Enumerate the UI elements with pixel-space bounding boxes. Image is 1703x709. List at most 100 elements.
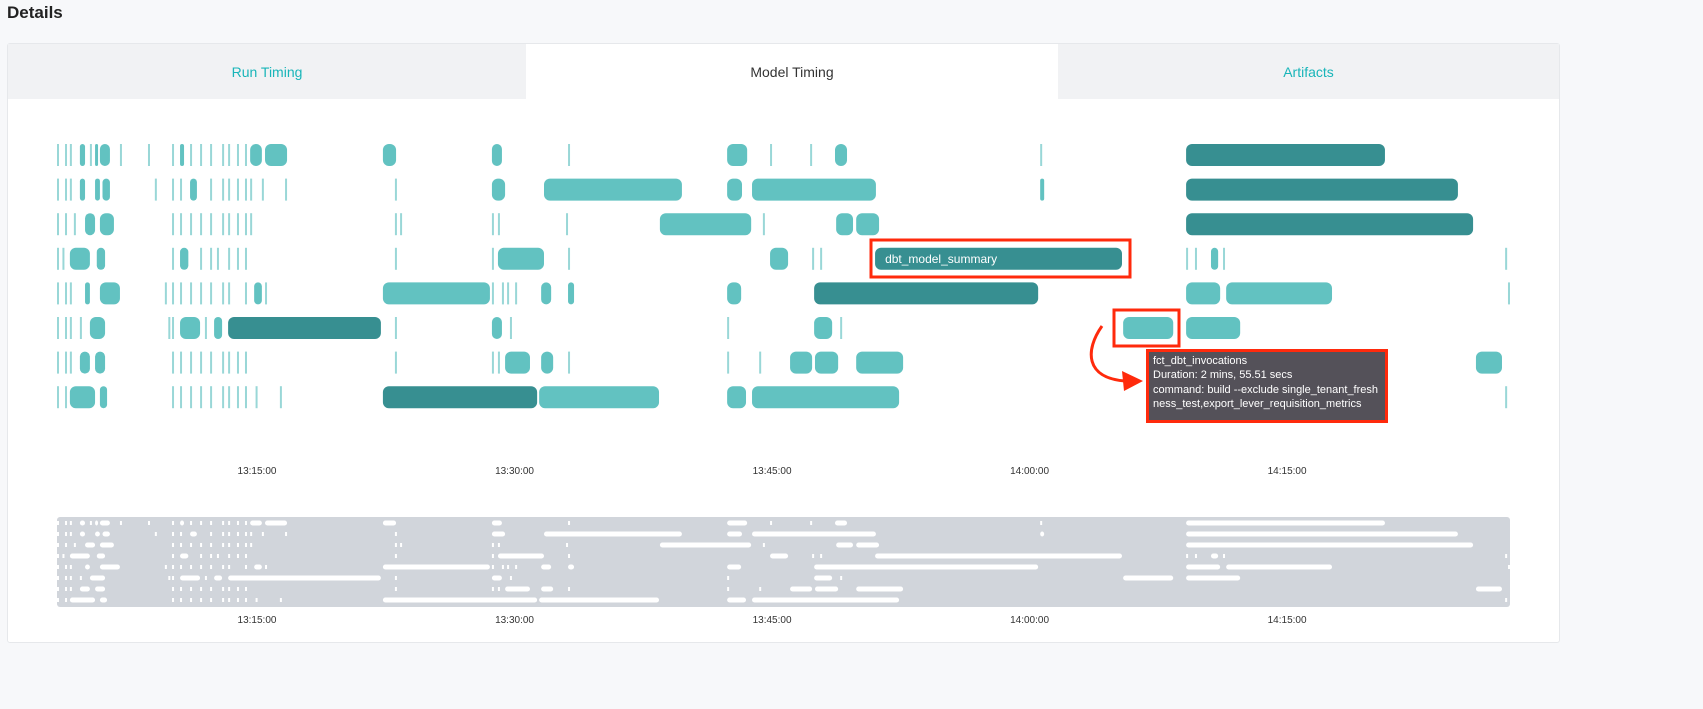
brush-tick [727,587,730,591]
timeline-bar [265,144,288,166]
timeline-tick [497,351,500,374]
x-axis-tick-label: 13:15:00 [238,466,277,477]
timeline-tick [65,351,68,374]
timeline-bar [95,144,99,166]
brush-axis-tick-label: 14:00:00 [1010,615,1049,626]
brush-tick [210,554,213,558]
brush-tick [69,532,72,536]
brush-tick [820,554,823,558]
brush-tick [57,598,59,602]
brush-bar [85,564,90,570]
brush-tick [222,598,225,602]
timeline-tick [1186,247,1189,270]
timeline-bar [99,282,120,305]
brush-tick [172,521,175,525]
timeline-tick [57,351,59,374]
timeline-tick [119,144,122,166]
timeline-tick [1505,386,1508,409]
timeline-tick [244,282,247,305]
timeline-tick [222,213,225,236]
brush-bar [254,564,262,570]
timeline-tick [515,282,518,305]
timeline-tick [172,178,175,201]
brush-tick [236,543,239,547]
brush-tick [222,532,225,536]
brush-bar [544,531,682,537]
timeline-bar [89,317,106,339]
brush-bar [491,531,506,537]
timeline-tick [265,282,268,305]
brush-tick [65,587,68,591]
brush-bar [95,586,106,592]
brush-tick [172,543,175,547]
tab-run-timing[interactable]: Run Timing [8,44,526,99]
timeline-bar [491,317,502,339]
timeline-bar [1475,351,1502,374]
brush-tick [228,532,231,536]
brush-bar [180,520,185,526]
timeline-tick [236,247,239,270]
brush-tick [285,532,288,536]
brush-bar [491,520,502,526]
brush-tick [568,521,571,525]
timeline-tick [79,317,82,339]
brush-tick [236,598,239,602]
brush-bar [836,542,854,548]
timeline-tick [568,351,571,374]
tooltip-duration: Duration: 2 mins, 55.51 secs [1153,369,1293,382]
brush-tick [57,587,59,591]
brush-tick [200,565,203,569]
timeline-bar [568,282,575,305]
brush-bar [250,520,262,526]
brush-bar [856,542,880,548]
timeline-tick [394,317,397,339]
brush-bar [752,531,876,537]
brush-tick [228,543,231,547]
timeline-tick [210,144,213,166]
brush-tick [210,532,213,536]
brush-tick [400,543,403,547]
brush-tick [222,587,225,591]
brush-bar [180,553,189,559]
timeline-bar [1210,247,1219,270]
brush-tick [172,565,175,569]
timeline-tick [65,178,68,201]
brush-tick [491,554,494,558]
brush-bar [568,564,575,570]
timeline-tick [69,144,72,166]
brush-tick [65,543,68,547]
brush-tick [236,587,239,591]
brush-tick [200,521,203,525]
brush-bar [1040,531,1045,537]
timeline-bar [69,386,96,409]
tab-artifacts[interactable]: Artifacts [1058,44,1559,99]
highlight-box [869,238,1132,279]
brush-tick [154,532,157,536]
brush-bar [1186,520,1385,526]
brush-tick [222,565,225,569]
brush-tick [204,576,207,580]
tooltip-command: command: build --exclude single_tenant_f… [1153,383,1379,410]
timeline-tick [1194,247,1197,270]
brush-bar [102,531,110,537]
brush-tick [394,554,397,558]
brush-tick [172,587,175,591]
brush-tick [69,521,72,525]
brush-tick [250,532,253,536]
brush-bar [265,520,288,526]
brush-tick [200,587,203,591]
timeline-bar [539,386,660,409]
brush-tick [57,543,59,547]
brush-tick [228,598,231,602]
timeline-bar [99,144,110,166]
brush-bar [1226,564,1333,570]
timeline-tick [394,178,397,201]
brush-bar [505,586,530,592]
timeline-bar [727,144,748,166]
tab-model-timing[interactable]: Model Timing [526,44,1058,99]
timeline-tick [491,213,494,236]
timeline-bar [79,351,90,374]
timeline-tick [568,144,571,166]
timeline-tick [250,213,253,236]
brush-tick [812,554,815,558]
